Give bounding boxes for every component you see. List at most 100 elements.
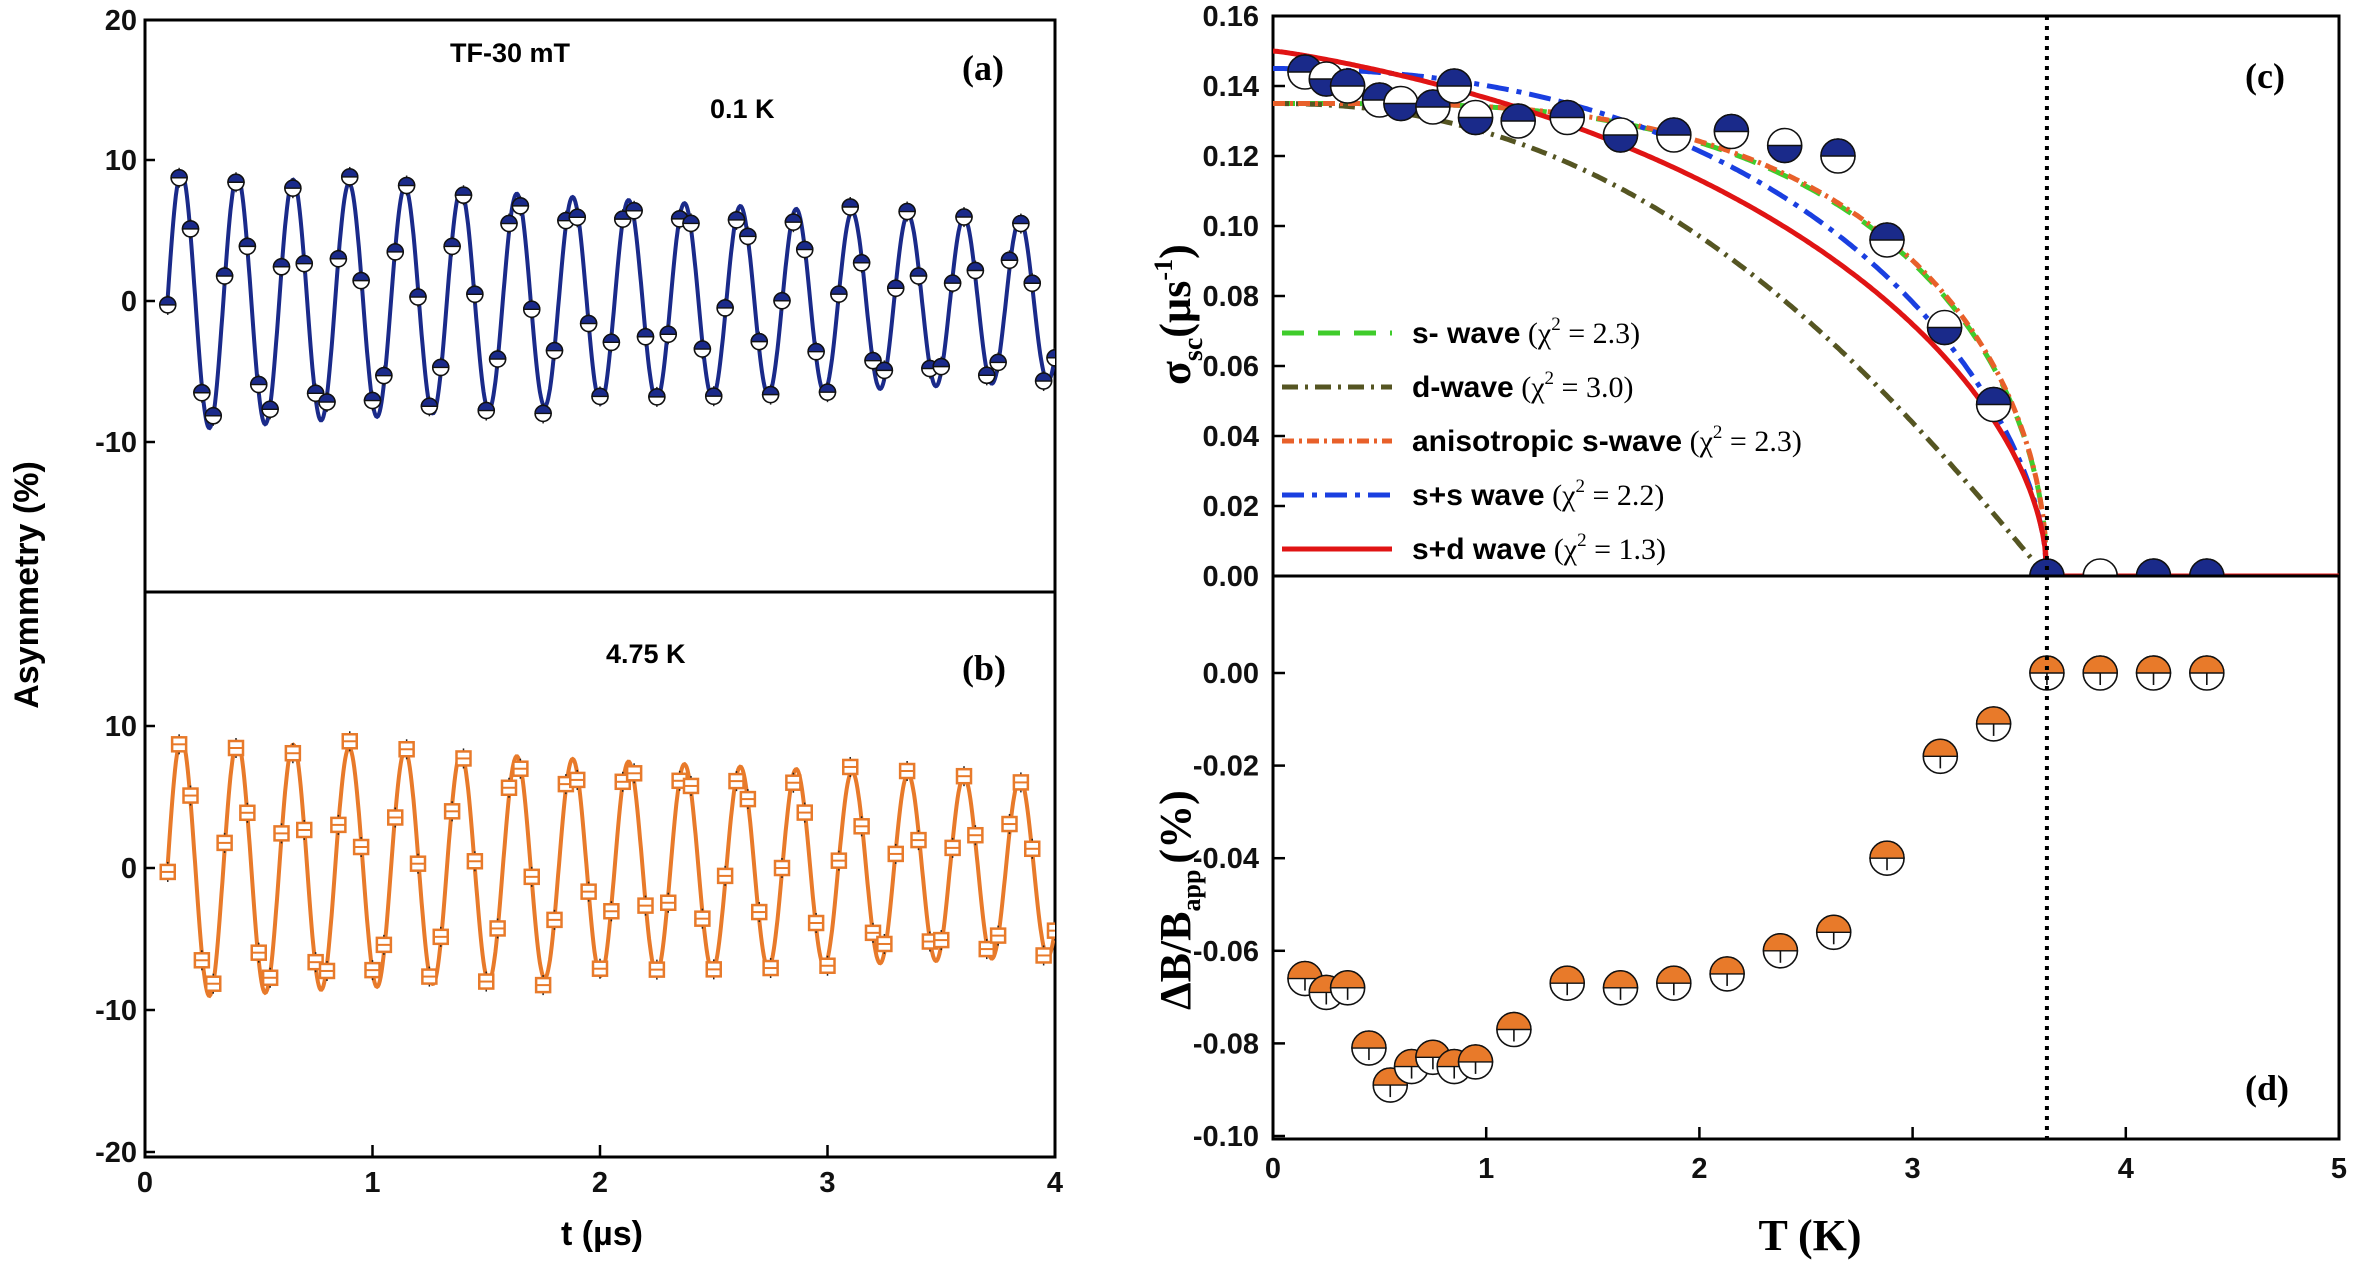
time-axis-label: t (µs) bbox=[561, 1215, 643, 1253]
data-point bbox=[751, 903, 768, 921]
data-point bbox=[181, 220, 200, 238]
data-point bbox=[1602, 117, 1639, 153]
data-point bbox=[727, 211, 746, 229]
data-point bbox=[261, 969, 279, 987]
data-point bbox=[318, 393, 336, 411]
data-point bbox=[773, 859, 791, 877]
data-point bbox=[1023, 274, 1042, 293]
data-point bbox=[522, 300, 541, 319]
panel-d-x-axis: 0 1 2 3 4 5 bbox=[1265, 1127, 2347, 1185]
data-point bbox=[500, 214, 518, 233]
data-point bbox=[2082, 558, 2119, 576]
data-point bbox=[1383, 85, 1419, 122]
data-point bbox=[876, 935, 893, 953]
data-point bbox=[273, 825, 290, 842]
y-tick-label: 0.12 bbox=[1203, 141, 1259, 173]
data-point bbox=[352, 271, 370, 290]
y-tick-label: -0.02 bbox=[1193, 751, 1259, 783]
panel-a-y-axis: 20 10 0 -10 bbox=[95, 5, 155, 459]
y-tick-label: -0.08 bbox=[1193, 1028, 1259, 1060]
data-point bbox=[1457, 99, 1494, 136]
legend-label: s+d wave (χ2 = 1.3) bbox=[1412, 530, 1666, 566]
y-tick-label: 0.04 bbox=[1203, 421, 1259, 453]
data-point bbox=[989, 927, 1007, 944]
data-point bbox=[409, 855, 427, 872]
data-point bbox=[420, 397, 439, 416]
panel-a-fit-line bbox=[165, 169, 1055, 431]
y-tick-label: 10 bbox=[105, 145, 137, 177]
data-point bbox=[739, 790, 757, 808]
data-point bbox=[568, 208, 587, 227]
legend-item-d: d-wave (χ2 = 3.0) bbox=[1282, 368, 1633, 404]
data-point bbox=[602, 333, 621, 352]
panel-b-x-axis: 0 1 2 3 4 bbox=[137, 1145, 1063, 1199]
data-point bbox=[977, 366, 996, 385]
data-point bbox=[215, 267, 234, 285]
data-point bbox=[318, 962, 336, 980]
data-point bbox=[1436, 68, 1473, 104]
data-point bbox=[693, 340, 712, 358]
legend-label: s+s wave (χ2 = 2.2) bbox=[1412, 476, 1664, 512]
data-point bbox=[296, 821, 313, 839]
data-point bbox=[1035, 947, 1052, 964]
panel-b-markers bbox=[159, 731, 1055, 996]
data-point bbox=[864, 351, 882, 370]
data-point bbox=[955, 208, 973, 226]
data-point bbox=[227, 173, 245, 192]
y-tick-label: 0 bbox=[121, 286, 137, 318]
data-point bbox=[728, 772, 745, 790]
data-point bbox=[534, 404, 552, 423]
data-point bbox=[842, 758, 859, 776]
data-point bbox=[852, 254, 871, 272]
annotation-temp-b: 4.75 K bbox=[606, 639, 686, 669]
data-point bbox=[387, 809, 404, 826]
data-point bbox=[784, 213, 803, 231]
data-point bbox=[158, 296, 177, 314]
data-point bbox=[841, 198, 860, 216]
panel-b-y-axis: 10 0 -10 -20 bbox=[95, 711, 155, 1169]
data-point bbox=[170, 168, 188, 187]
data-point bbox=[591, 960, 609, 977]
panel-a-frame bbox=[143, 18, 1057, 594]
sigma-axis-label: σsc(µs-1) bbox=[1149, 244, 1209, 385]
data-point bbox=[489, 920, 506, 937]
data-point bbox=[1500, 103, 1536, 139]
y-tick-label: 0.02 bbox=[1203, 491, 1259, 523]
data-point bbox=[1000, 251, 1019, 270]
data-point bbox=[340, 168, 359, 186]
data-point bbox=[910, 831, 927, 849]
data-point bbox=[1034, 372, 1053, 390]
data-point bbox=[966, 261, 985, 280]
data-point bbox=[352, 838, 370, 856]
x-tick-label: 0 bbox=[1265, 1153, 1281, 1185]
data-point bbox=[625, 202, 643, 220]
data-point bbox=[1820, 138, 1856, 174]
data-point bbox=[2189, 558, 2225, 576]
data-point bbox=[704, 387, 723, 406]
data-point bbox=[1329, 68, 1366, 104]
data-point bbox=[807, 342, 825, 361]
data-point bbox=[648, 961, 666, 978]
panel-a-markers bbox=[158, 166, 1055, 426]
legend-item-ss: s+s wave (χ2 = 2.2) bbox=[1282, 476, 1664, 512]
data-point bbox=[1012, 214, 1030, 233]
data-point bbox=[648, 388, 666, 406]
data-point bbox=[523, 868, 540, 886]
data-point bbox=[1024, 840, 1041, 858]
data-point bbox=[1001, 815, 1018, 833]
data-point bbox=[819, 957, 836, 974]
x-tick-label: 2 bbox=[1691, 1153, 1707, 1185]
data-point bbox=[955, 767, 973, 785]
data-point bbox=[534, 976, 552, 994]
legend-item-sd: s+d wave (χ2 = 1.3) bbox=[1282, 530, 1666, 566]
data-point bbox=[477, 401, 496, 420]
panel-label-b: (b) bbox=[962, 648, 1006, 688]
data-point bbox=[659, 325, 678, 344]
data-point bbox=[284, 179, 302, 198]
data-point bbox=[398, 741, 415, 758]
data-point bbox=[364, 961, 381, 979]
data-point bbox=[898, 202, 916, 221]
field-shift-axis-label: ΔB/Bapp(%) bbox=[1151, 790, 1206, 1010]
panel-c: 0.16 0.14 0.12 0.10 0.08 0.06 0.04 0.02 0.00 s- … bbox=[1149, 1, 2341, 593]
data-point bbox=[580, 883, 597, 900]
